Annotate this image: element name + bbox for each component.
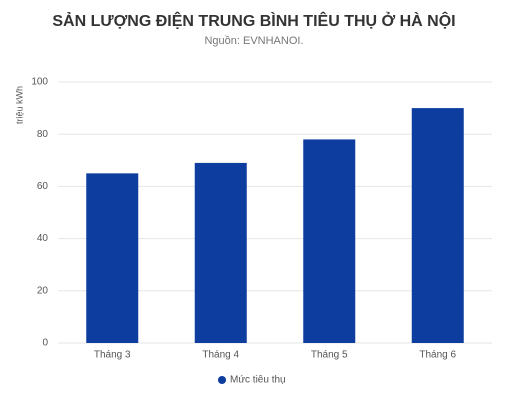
y-tick-label: 40 xyxy=(37,233,49,244)
chart-title: SẢN LƯỢNG ĐIỆN TRUNG BÌNH TIÊU THỤ Ở HÀ … xyxy=(52,11,455,30)
bar xyxy=(411,108,464,343)
bar xyxy=(303,139,356,343)
y-tick-label: 60 xyxy=(37,181,49,192)
x-tick-label: Tháng 6 xyxy=(419,350,456,361)
y-axis-label: triệu kWh xyxy=(14,86,24,124)
y-tick-label: 80 xyxy=(37,129,49,140)
y-tick-label: 20 xyxy=(37,285,49,296)
y-tick-label: 0 xyxy=(42,338,48,349)
legend-marker xyxy=(218,376,226,384)
y-tick-label: 100 xyxy=(31,77,48,88)
bar xyxy=(86,173,139,343)
x-tick-label: Tháng 4 xyxy=(202,350,239,361)
chart-subtitle: Nguồn: EVNHANOI. xyxy=(204,35,303,47)
x-tick-label: Tháng 3 xyxy=(94,350,131,361)
x-tick-label: Tháng 5 xyxy=(311,350,348,361)
bar xyxy=(194,162,247,343)
legend-label: Mức tiêu thụ xyxy=(230,375,286,386)
